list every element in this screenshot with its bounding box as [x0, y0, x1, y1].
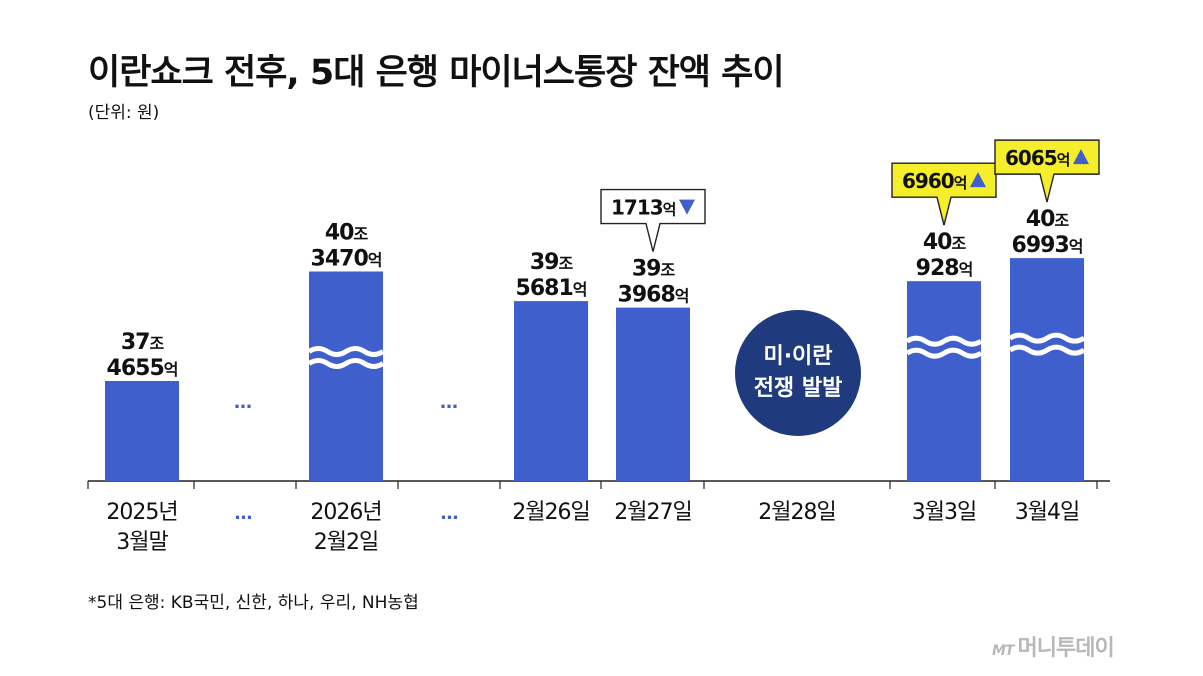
x-tick-label: 2월26일 — [512, 500, 589, 525]
event-badge-line1: 미·이란 — [763, 344, 833, 369]
value-label-trillion: 39조 — [632, 257, 676, 282]
value-label-eok: 3470억 — [311, 247, 382, 272]
value-label-eok: 928억 — [916, 256, 973, 281]
axis-break-wave — [1008, 344, 1086, 356]
value-label-trillion: 39조 — [530, 250, 574, 275]
value-label-trillion: 40조 — [325, 221, 369, 246]
axis-break-wave — [905, 347, 983, 359]
logo-text: 머니투데이 — [1017, 636, 1114, 661]
event-badge-line2: 전쟁 발발 — [753, 376, 843, 401]
down-arrow-icon — [679, 199, 695, 215]
up-arrow-icon — [1073, 149, 1089, 165]
value-label-trillion: 40조 — [1026, 207, 1070, 232]
data-bar — [105, 381, 179, 481]
x-tick-label: 3월4일 — [1015, 500, 1079, 525]
up-arrow-icon — [970, 172, 986, 188]
x-tick-label: 2026년 — [310, 500, 381, 525]
value-label-eok: 6993억 — [1012, 233, 1083, 258]
x-tick-label: … — [441, 503, 458, 524]
value-label-eok: 4655억 — [107, 356, 178, 381]
data-bar — [514, 301, 588, 481]
x-tick-label: … — [235, 503, 252, 524]
x-tick-label: 2월27일 — [614, 500, 691, 525]
value-label-trillion: 40조 — [923, 230, 967, 255]
change-callout-label: 1713억 — [611, 196, 676, 220]
chart-title: 이란쇼크 전후, 5대 은행 마이너스통장 잔액 추이 — [88, 53, 785, 93]
x-tick-label: 2025년 — [106, 500, 177, 525]
data-bar — [1010, 258, 1084, 481]
value-label-eok: 3968억 — [618, 283, 689, 308]
footnote: *5대 은행: KB국민, 신한, 하나, 우리, NH농협 — [88, 593, 419, 613]
x-tick-label: 3월말 — [116, 530, 168, 555]
data-bar — [907, 281, 981, 481]
x-tick-label: 3월3일 — [912, 500, 976, 525]
change-callout-label: 6065억 — [1005, 146, 1070, 170]
axis-break-wave — [905, 335, 983, 347]
value-label-trillion: 37조 — [121, 330, 165, 355]
data-bar — [616, 307, 690, 481]
value-label-eok: 5681억 — [516, 276, 587, 301]
axis-break-wave — [1008, 332, 1086, 344]
change-callout-label: 6960억 — [902, 169, 967, 193]
publisher-logo: MT 머니투데이 — [992, 630, 1115, 662]
x-tick-label: 2월2일 — [314, 530, 378, 555]
data-bar — [309, 271, 383, 481]
axis-break-wave — [307, 358, 385, 369]
change-callout-box — [600, 188, 706, 252]
logo-mark: MT — [992, 643, 1015, 659]
x-tick-label: 2월28일 — [758, 500, 835, 525]
unit-note: (단위: 원) — [88, 103, 160, 123]
plot-ellipsis: … — [440, 392, 458, 413]
plot-ellipsis: … — [234, 392, 252, 413]
change-callout-box — [994, 139, 1100, 203]
axis-break-wave — [307, 346, 385, 357]
event-badge: 미·이란 전쟁 발발 — [735, 310, 861, 436]
